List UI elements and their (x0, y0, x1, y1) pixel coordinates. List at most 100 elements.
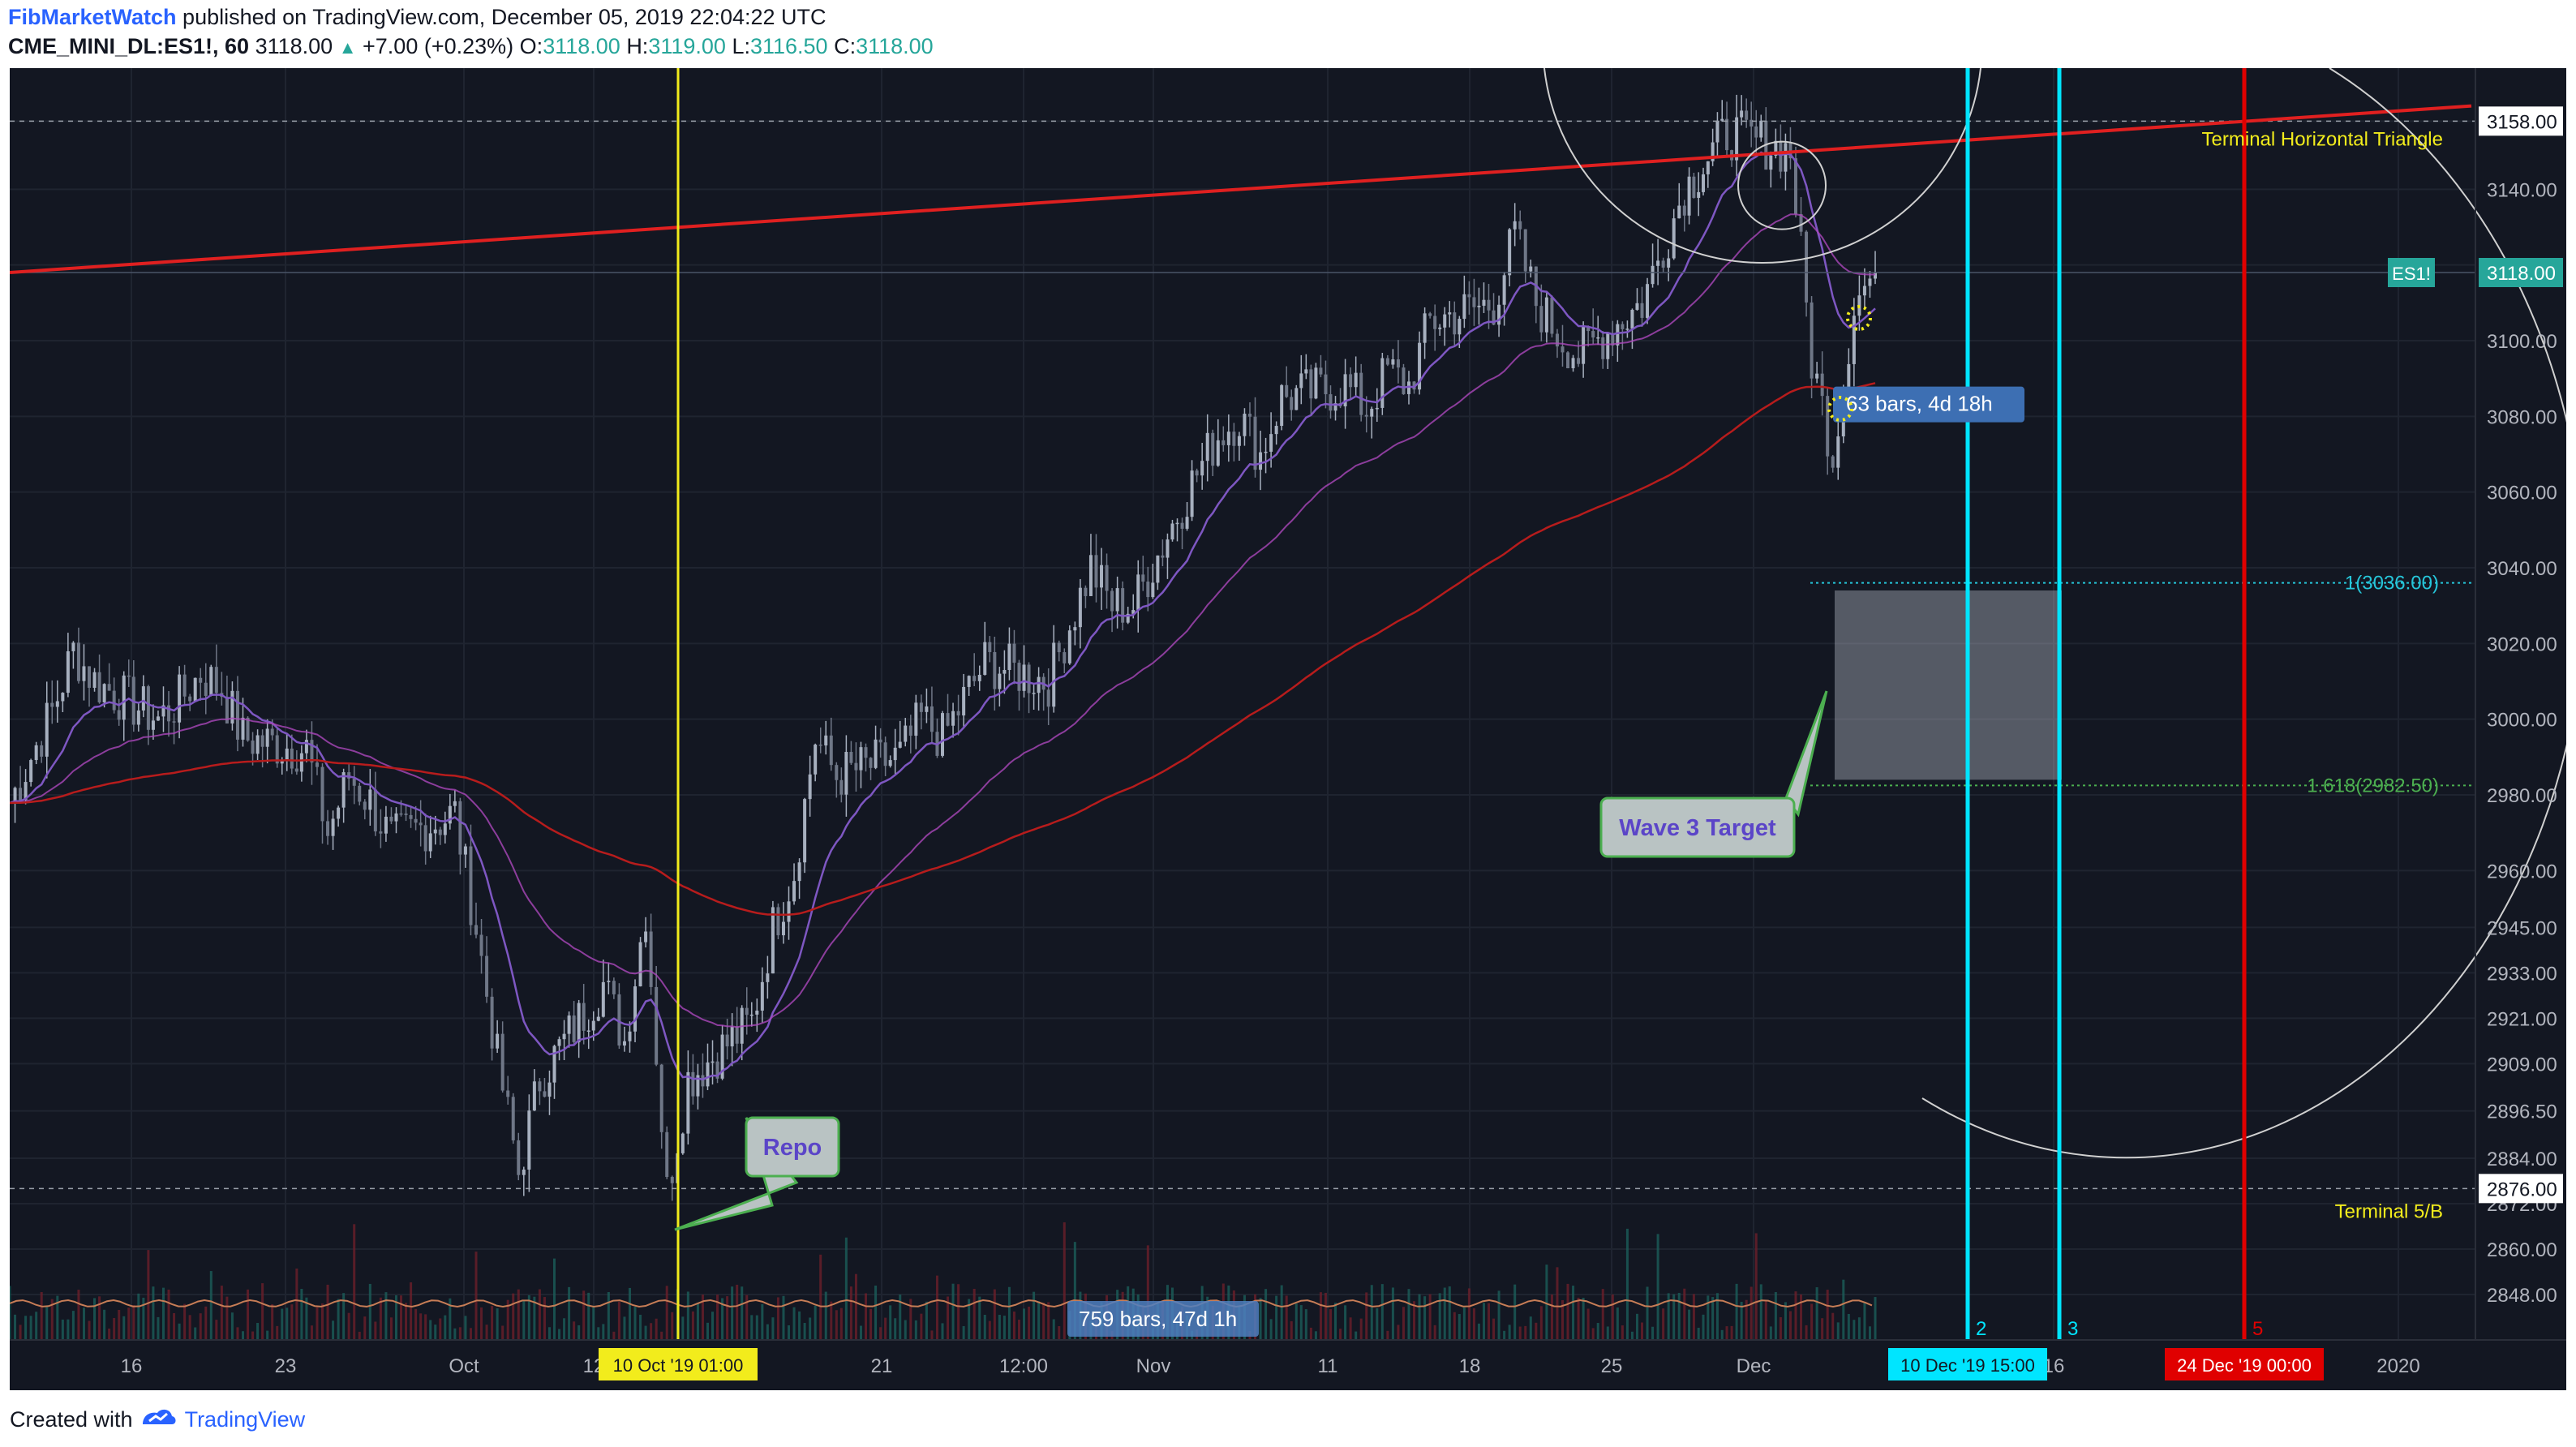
candle-body (1391, 359, 1395, 365)
volume-bar (726, 1296, 729, 1340)
volume-bar (844, 1237, 848, 1340)
volume-bar (568, 1286, 571, 1340)
candle-body (1621, 324, 1625, 329)
volume-bar (650, 1323, 653, 1340)
volume-bar (1672, 1294, 1676, 1340)
volume-bar (1561, 1300, 1564, 1340)
candle-body (178, 674, 182, 723)
volume-bar (766, 1324, 769, 1340)
candle-body (1692, 176, 1696, 198)
candle-body (638, 942, 642, 987)
candle-body (1094, 555, 1098, 588)
candle-body (1052, 642, 1056, 707)
volume-bar (1539, 1306, 1543, 1340)
date-badge (1888, 1348, 2047, 1380)
candle-body (1677, 205, 1681, 219)
volume-bar (782, 1295, 785, 1340)
volume-bar (1625, 1228, 1629, 1340)
volume-bar (347, 1312, 350, 1340)
volume-bar (681, 1316, 685, 1340)
volume-bar (798, 1311, 801, 1340)
candle-body (230, 690, 234, 724)
volume-bar (978, 1296, 981, 1340)
author-link[interactable]: FibMarketWatch (8, 5, 177, 29)
volume-bar (1314, 1331, 1317, 1340)
volume-bar (1621, 1325, 1624, 1340)
candle-body (92, 672, 97, 688)
volume-bar (1750, 1286, 1753, 1340)
candle-body (1616, 324, 1620, 346)
tradingview-logo-icon[interactable] (140, 1405, 178, 1435)
volume-bar (1815, 1287, 1818, 1340)
volume-bar (410, 1282, 413, 1340)
candle-body (151, 720, 155, 730)
candle-body (1022, 664, 1026, 691)
candle-body (404, 814, 408, 815)
volume-bar (1324, 1292, 1327, 1340)
volume-bar (1535, 1322, 1538, 1340)
candle-body (1359, 372, 1363, 415)
volume-bar (935, 1275, 938, 1340)
created-with-text: Created with (10, 1406, 133, 1432)
candle-body (428, 833, 432, 852)
candle-body (919, 702, 923, 712)
time-tick-label: 25 (1601, 1355, 1623, 1377)
candle-body (633, 986, 638, 1032)
candle-body (1550, 297, 1554, 334)
time-tick-label: 16 (121, 1355, 143, 1377)
candle-body (29, 760, 33, 783)
candle-body (715, 1061, 719, 1079)
volume-bar (1012, 1311, 1015, 1340)
volume-bar (1529, 1316, 1532, 1340)
volume-bar (400, 1295, 403, 1340)
candle-body (1847, 363, 1851, 389)
candle-body (315, 762, 319, 767)
volume-bar (1764, 1300, 1767, 1340)
candle-body (414, 818, 418, 823)
price-axis-badge-text: 3118.00 (2487, 263, 2556, 285)
volume-bar (1448, 1286, 1451, 1340)
candle-body (1380, 358, 1385, 408)
volume-bar (809, 1317, 812, 1340)
candle-body (814, 745, 818, 775)
candle-body (156, 716, 160, 721)
volume-bar (1874, 1297, 1877, 1340)
volume-bar (644, 1325, 647, 1340)
candle-body (146, 686, 150, 730)
volume-bar (1697, 1327, 1700, 1340)
candle-body (1672, 218, 1676, 259)
volume-bar (1294, 1303, 1298, 1340)
volume-bar (1857, 1317, 1861, 1340)
candle-body (419, 822, 423, 826)
price-axis-badge-text: 3158.00 (2487, 111, 2557, 133)
volume-bar (199, 1313, 202, 1340)
candle-body (557, 1039, 561, 1046)
candle-body (122, 675, 126, 720)
volume-bar (113, 1317, 116, 1340)
volume-bar (1774, 1292, 1777, 1340)
volume-bar (137, 1293, 140, 1340)
volume-bar (660, 1331, 663, 1340)
volume-bar (480, 1307, 483, 1340)
volume-bar (1453, 1312, 1456, 1340)
volume-bar (204, 1306, 208, 1340)
tradingview-brand[interactable]: TradingView (184, 1406, 306, 1432)
candle-body (701, 1075, 705, 1087)
candle-body (988, 642, 992, 652)
volume-bar (1730, 1325, 1733, 1340)
volume-bar (1146, 1245, 1149, 1340)
candle-body (1166, 539, 1170, 558)
volume-bar (1677, 1293, 1681, 1340)
volume-bar (1042, 1302, 1045, 1340)
candle-body (1264, 451, 1268, 453)
volume-bar (1577, 1297, 1580, 1340)
volume-bar (10, 1286, 11, 1340)
volume-bar (1641, 1322, 1643, 1340)
candle-body (1175, 522, 1179, 525)
volume-bar (1725, 1326, 1728, 1340)
candle-body (1131, 610, 1136, 614)
symbol-label[interactable]: CME_MINI_DL:ES1!, 60 (8, 34, 250, 58)
volume-bar (1821, 1318, 1824, 1340)
candle-body (1831, 456, 1835, 468)
